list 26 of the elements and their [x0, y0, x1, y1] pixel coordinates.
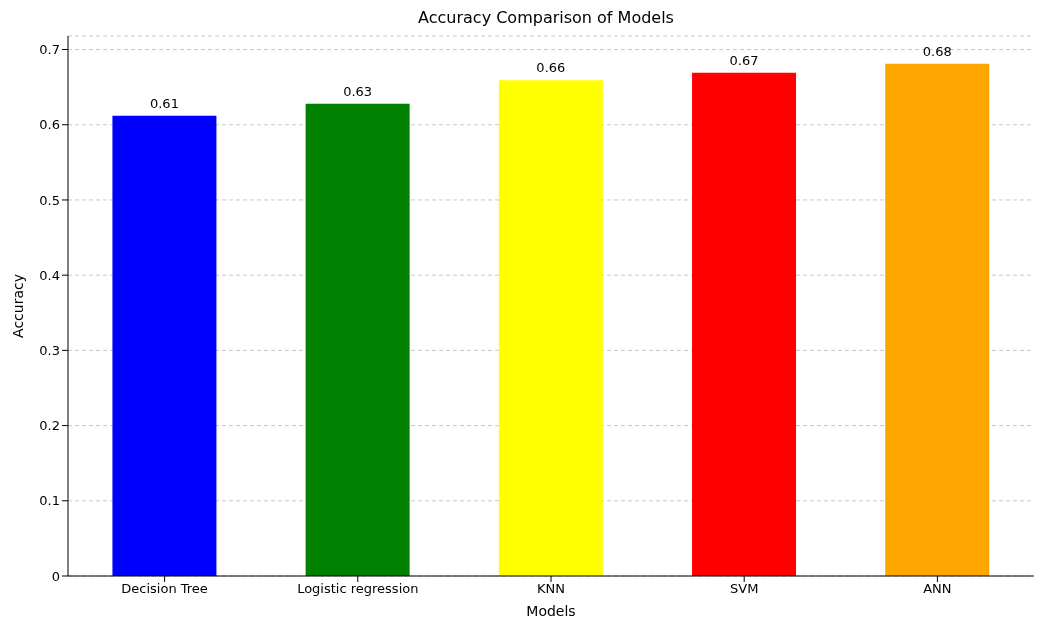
y-tick-label: 0.5 [39, 192, 60, 208]
x-tick-label: SVM [730, 581, 759, 597]
x-axis-title: Models [526, 603, 576, 619]
data-label: 0.63 [343, 83, 373, 99]
y-tick-label: 0.7 [39, 42, 60, 58]
data-label: 0.61 [149, 95, 179, 111]
bar [498, 80, 603, 576]
bar [112, 115, 217, 576]
data-label: 0.68 [922, 43, 952, 59]
chart-title: Accuracy Comparison of Models [417, 8, 675, 29]
y-tick-label: 0.3 [39, 342, 60, 358]
x-tick-label: Decision Tree [121, 581, 208, 597]
bar [885, 63, 990, 576]
y-tick-label: 0.4 [39, 267, 60, 283]
data-label: 0.66 [536, 60, 566, 76]
x-tick-label: KNN [537, 581, 565, 597]
y-tick-label: 0 [51, 568, 60, 584]
y-tick-label: 0.6 [39, 117, 60, 133]
data-label: 0.67 [729, 52, 759, 68]
y-axis-title: Accuracy [9, 274, 26, 338]
x-tick-label: Logistic regression [297, 581, 419, 597]
bar [692, 72, 797, 576]
y-tick-label: 0.2 [39, 418, 60, 434]
bar [305, 103, 410, 576]
x-tick-label: ANN [923, 581, 952, 597]
y-tick-label: 0.1 [39, 493, 60, 509]
